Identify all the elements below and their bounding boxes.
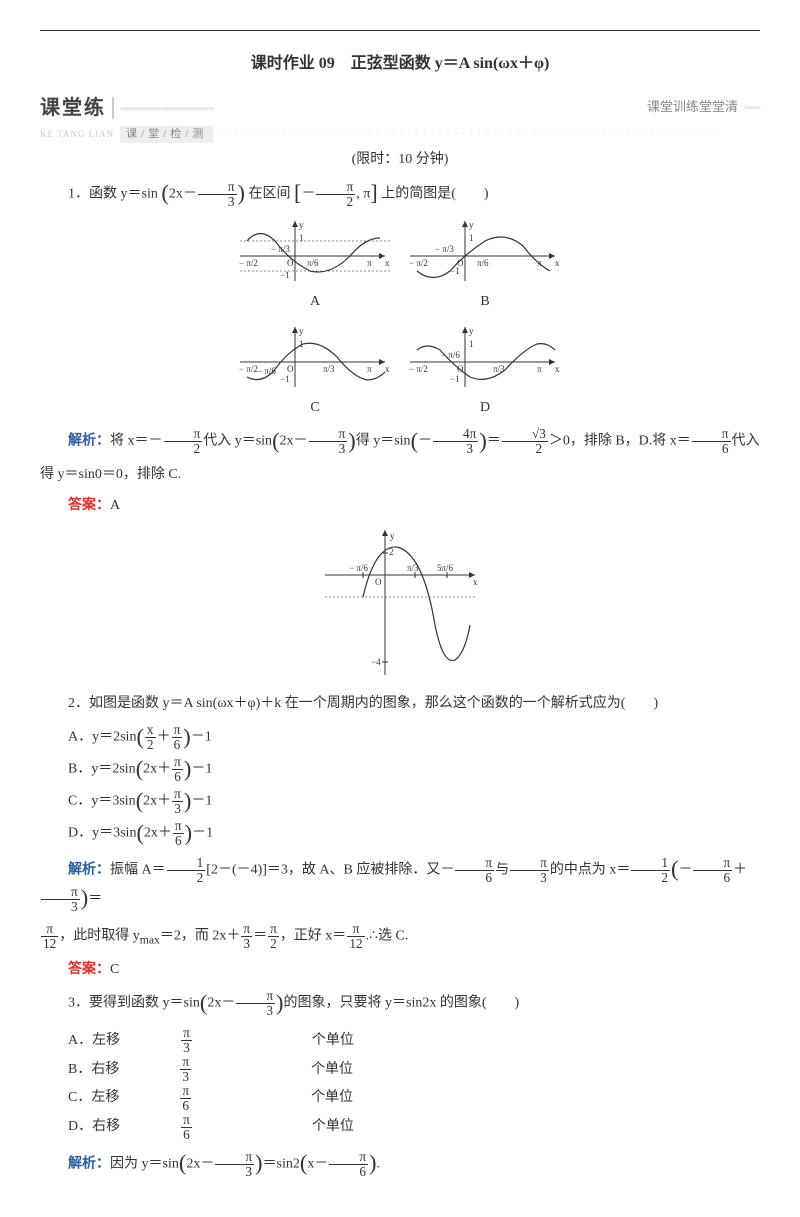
svg-text:O: O xyxy=(457,258,464,268)
dots-left: ››››››››››››››››››››››››››››››››››››››››… xyxy=(120,101,645,115)
section-logo: 课堂练 xyxy=(40,92,106,124)
svg-text:π/3: π/3 xyxy=(323,364,335,374)
label-daan: 答案： xyxy=(68,498,110,513)
svg-text:− π/6: − π/6 xyxy=(257,366,276,376)
svg-text:− π/2: − π/2 xyxy=(409,364,428,374)
q3-choice-b: B．右移π3个单位 xyxy=(68,1055,413,1084)
svg-text:O: O xyxy=(375,577,382,587)
svg-text:x: x xyxy=(555,258,560,268)
svg-text:− π/3: − π/3 xyxy=(271,244,290,254)
q2-graph: y x O 2 −4 − π/6 π/3 5π/6 xyxy=(315,525,485,685)
q2-stem: 2．如图是函数 y＝A sin(ωx＋φ)＋k 在一个周期内的图象，那么这个函数… xyxy=(40,693,760,715)
svg-text:−1: −1 xyxy=(280,374,290,384)
svg-text:x: x xyxy=(385,364,390,374)
q3-choice-c: C．左移π6个单位 xyxy=(68,1084,413,1113)
q2-choice-b: B．y＝2sin(2x＋π6)－1 xyxy=(68,755,760,784)
q2-choice-d: D．y＝3sin(2x＋π6)－1 xyxy=(68,819,760,848)
svg-text:1: 1 xyxy=(469,339,474,349)
svg-text:π/3: π/3 xyxy=(407,563,419,573)
q3-choices-row1: A．左移π3个单位 B．右移π3个单位 xyxy=(68,1026,760,1084)
svg-text:π/6: π/6 xyxy=(477,258,489,268)
q1-solution: 解析：将 x＝－π2代入 y＝sin(2x－π3)得 y＝sin(－4π3)＝√… xyxy=(40,427,760,456)
arrows-right: ›››››››› xyxy=(744,100,760,114)
svg-text:y: y xyxy=(469,220,474,230)
q3-choices-row2: C．左移π6个单位 D．右移π6个单位 xyxy=(68,1084,760,1142)
svg-text:π: π xyxy=(537,364,542,374)
divider xyxy=(112,97,114,119)
top-rule xyxy=(40,30,760,31)
svg-text:x: x xyxy=(473,577,478,587)
svg-text:O: O xyxy=(287,364,294,374)
q2-choice-c: C．y＝3sin(2x＋π3)－1 xyxy=(68,787,760,816)
svg-text:− π/6: − π/6 xyxy=(441,350,460,360)
svg-text:5π/6: 5π/6 xyxy=(437,563,454,573)
q3-choice-d: D．右移π6个单位 xyxy=(68,1113,414,1142)
svg-text:x: x xyxy=(385,258,390,268)
q3-stem: 3．要得到函数 y＝sin(2x－π3)的图象，只要将 y＝sin2x 的图象(… xyxy=(40,989,760,1018)
q1-solution-line2: 得 y＝sin0＝0，排除 C. xyxy=(40,464,760,486)
time-limit: (限时：10 分钟) xyxy=(40,149,760,171)
svg-text:π: π xyxy=(537,258,542,268)
svg-text:1: 1 xyxy=(299,339,304,349)
svg-text:− π/2: − π/2 xyxy=(239,258,258,268)
svg-text:O: O xyxy=(287,258,294,268)
section-pinyin: KE TANG LIAN xyxy=(40,127,114,141)
svg-text:− π/6: − π/6 xyxy=(349,563,368,573)
q1-pre: 1．函数 y＝sin xyxy=(68,186,158,201)
q3-solution: 解析：因为 y＝sin(2x－π3)＝sin2(x－π6). xyxy=(40,1150,760,1179)
svg-text:y: y xyxy=(299,326,304,336)
q1-post: 上的简图是( ) xyxy=(381,186,488,201)
q2-graph-row: y x O 2 −4 − π/6 π/3 5π/6 xyxy=(40,525,760,685)
q2-choice-a: A．y＝2sin(x2＋π6)－1 xyxy=(68,723,760,752)
svg-text:− π/2: − π/2 xyxy=(409,258,428,268)
q3-choice-a: A．左移π3个单位 xyxy=(68,1026,414,1055)
section-subbar: KE TANG LIAN 课/堂/检/测 · · · · · · · · · ·… xyxy=(40,126,760,144)
svg-text:−4: −4 xyxy=(371,657,381,667)
svg-text:− π/2: − π/2 xyxy=(239,364,258,374)
q1-graph-b: 1 −1 y x O − π/2 − π/3 π/6 π B xyxy=(405,216,565,313)
q2-solution: 解析：振幅 A＝12[2－(－4)]＝3，故 A、B 应被排除．又－π6与π3的… xyxy=(40,856,760,914)
svg-text:− π/3: − π/3 xyxy=(435,244,454,254)
svg-text:−1: −1 xyxy=(450,374,460,384)
q1-mid: 在区间 xyxy=(249,186,291,201)
svg-text:1: 1 xyxy=(469,233,474,243)
svg-text:O: O xyxy=(457,364,464,374)
section-label-right: 课堂训练堂堂清 xyxy=(647,97,738,118)
svg-text:x: x xyxy=(555,364,560,374)
q1-graphs-row1: 1 −1 y x O − π/2 − π/3 π/6 π A 1 −1 y x … xyxy=(40,216,760,313)
page-title: 课时作业 09 正弦型函数 y＝A sin(ωx＋φ) xyxy=(40,51,760,77)
section-header: 课堂练 ››››››››››››››››››››››››››››››››››››… xyxy=(40,92,760,124)
label-jiexi: 解析： xyxy=(68,434,110,449)
svg-text:−1: −1 xyxy=(280,270,290,280)
section-subtext: 课/堂/检/测 xyxy=(120,126,213,144)
q2-answer: 答案：C xyxy=(40,959,760,981)
dots-sub: · · · · · · · · · · · · · · · · · · · · … xyxy=(213,127,760,141)
svg-text:π/3: π/3 xyxy=(493,364,505,374)
q2-choices: A．y＝2sin(x2＋π6)－1 B．y＝2sin(2x＋π6)－1 C．y＝… xyxy=(68,723,760,848)
q1-stem: 1．函数 y＝sin (2x－π3) 在区间 [－π2, π] 上的简图是( ) xyxy=(40,180,760,209)
q1-graph-d: 1 −1 y x O − π/2 − π/6 π/3 π D xyxy=(405,322,565,419)
q1-graphs-row2: 1 −1 y x O − π/2 − π/6 π/3 π C 1 −1 y x … xyxy=(40,322,760,419)
q2-solution-line2: π12，此时取得 ymax＝2，而 2x＋π3＝π2，正好 x＝π12.∴选 C… xyxy=(40,922,760,951)
svg-text:π: π xyxy=(367,258,372,268)
svg-text:π: π xyxy=(367,364,372,374)
svg-text:1: 1 xyxy=(299,233,304,243)
q1-answer: 答案：A xyxy=(40,495,760,517)
svg-text:2: 2 xyxy=(389,547,394,557)
q1-graph-a: 1 −1 y x O − π/2 − π/3 π/6 π A xyxy=(235,216,395,313)
svg-text:y: y xyxy=(469,326,474,336)
svg-text:π/6: π/6 xyxy=(307,258,319,268)
svg-text:y: y xyxy=(299,220,304,230)
q1-graph-c: 1 −1 y x O − π/2 − π/6 π/3 π C xyxy=(235,322,395,419)
svg-text:y: y xyxy=(390,531,395,541)
